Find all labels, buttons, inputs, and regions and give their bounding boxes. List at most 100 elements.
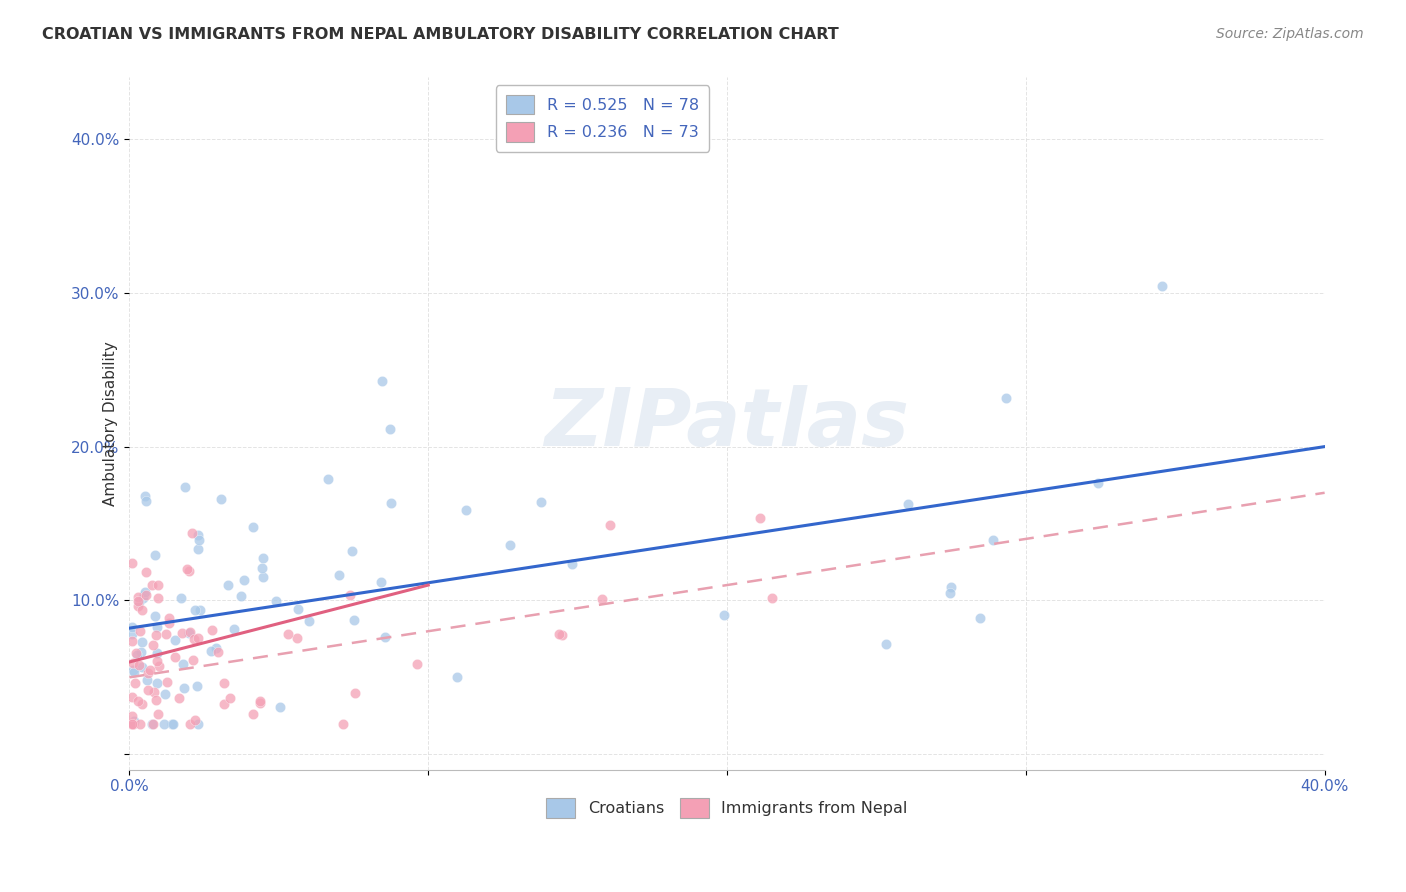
Point	[181, 526, 204, 541]
Point	[551, 627, 574, 641]
Point	[277, 627, 299, 641]
Point	[128, 594, 150, 608]
Point	[121, 716, 143, 731]
Point	[200, 644, 222, 658]
Point	[229, 590, 252, 604]
Point	[446, 670, 468, 684]
Point	[124, 675, 146, 690]
Point	[343, 613, 366, 627]
Point	[129, 645, 152, 659]
Point	[269, 699, 291, 714]
Point	[339, 588, 361, 602]
Point	[249, 696, 271, 710]
Point	[370, 574, 392, 589]
Point	[242, 706, 264, 721]
Point	[141, 578, 163, 592]
Point	[127, 599, 149, 614]
Point	[163, 650, 186, 665]
Point	[186, 716, 208, 731]
Point	[125, 646, 148, 660]
Point	[162, 716, 184, 731]
Point	[121, 690, 143, 704]
Point	[938, 586, 960, 600]
Point	[897, 497, 920, 511]
Point	[183, 603, 205, 617]
Text: Source: ZipAtlas.com: Source: ZipAtlas.com	[1216, 27, 1364, 41]
Point	[181, 653, 204, 667]
Point	[169, 591, 191, 606]
Point	[340, 544, 363, 558]
Point	[121, 709, 143, 723]
Point	[995, 391, 1018, 405]
Point	[188, 603, 211, 617]
Point	[939, 580, 962, 594]
Point	[135, 565, 157, 579]
Point	[188, 533, 211, 547]
Point	[332, 716, 354, 731]
Point	[547, 627, 569, 641]
Point	[134, 489, 156, 503]
Point	[145, 628, 167, 642]
Point	[121, 627, 143, 641]
Point	[233, 574, 256, 588]
Point	[183, 713, 205, 727]
Point	[186, 679, 208, 693]
Point	[167, 691, 190, 706]
Point	[217, 578, 239, 592]
Point	[287, 602, 309, 616]
Point	[135, 588, 157, 602]
Point	[200, 623, 222, 637]
Point	[127, 594, 149, 608]
Point	[157, 611, 180, 625]
Point	[138, 666, 160, 681]
Point	[131, 698, 153, 712]
Text: ZIPatlas: ZIPatlas	[544, 384, 910, 463]
Point	[174, 480, 197, 494]
Point	[152, 716, 174, 731]
Point	[981, 533, 1004, 547]
Point	[142, 716, 165, 731]
Point	[124, 665, 146, 680]
Point	[222, 622, 245, 636]
Point	[155, 626, 177, 640]
Point	[266, 593, 288, 607]
Point	[969, 610, 991, 624]
Point	[121, 715, 143, 730]
Point	[209, 492, 232, 507]
Point	[127, 648, 149, 662]
Point	[380, 496, 402, 510]
Point	[875, 637, 897, 651]
Point	[172, 625, 194, 640]
Point	[121, 716, 143, 731]
Point	[249, 694, 271, 708]
Point	[129, 716, 152, 731]
Point	[163, 632, 186, 647]
Point	[405, 657, 427, 671]
Point	[122, 656, 145, 670]
Point	[179, 716, 201, 731]
Point	[344, 686, 367, 700]
Point	[1152, 279, 1174, 293]
Point	[591, 591, 613, 606]
Point	[153, 687, 176, 701]
Point	[155, 675, 177, 690]
Point	[131, 659, 153, 673]
Point	[177, 625, 200, 640]
Point	[148, 658, 170, 673]
Point	[285, 632, 308, 646]
Point	[121, 620, 143, 634]
Point	[599, 518, 621, 533]
Point	[371, 374, 394, 388]
Text: CROATIAN VS IMMIGRANTS FROM NEPAL AMBULATORY DISABILITY CORRELATION CHART: CROATIAN VS IMMIGRANTS FROM NEPAL AMBULA…	[42, 27, 839, 42]
Point	[159, 615, 181, 630]
Point	[176, 562, 198, 576]
Point	[127, 591, 149, 605]
Point	[187, 541, 209, 556]
Point	[316, 472, 339, 486]
Point	[132, 591, 155, 606]
Point	[146, 655, 169, 669]
Point	[129, 624, 152, 638]
Point	[298, 614, 321, 628]
Point	[187, 528, 209, 542]
Point	[148, 707, 170, 722]
